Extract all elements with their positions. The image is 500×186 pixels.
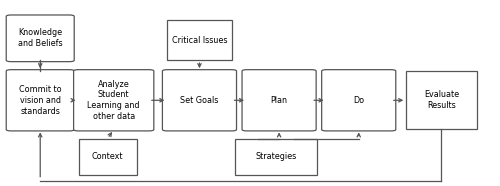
Text: Critical Issues: Critical Issues [172,36,227,45]
FancyBboxPatch shape [242,70,316,131]
FancyBboxPatch shape [168,20,232,60]
FancyBboxPatch shape [74,70,154,131]
FancyBboxPatch shape [406,71,476,129]
FancyBboxPatch shape [322,70,396,131]
Text: Analyze
Student
Learning and
other data: Analyze Student Learning and other data [88,80,140,121]
Text: Plan: Plan [270,96,287,105]
Text: Commit to
vision and
standards: Commit to vision and standards [19,85,61,116]
FancyBboxPatch shape [234,139,318,175]
Text: Context: Context [92,152,124,161]
Text: Evaluate
Results: Evaluate Results [424,90,459,110]
Text: Set Goals: Set Goals [180,96,218,105]
FancyBboxPatch shape [6,15,74,62]
Text: Knowledge
and Beliefs: Knowledge and Beliefs [18,28,62,48]
FancyBboxPatch shape [6,70,74,131]
FancyBboxPatch shape [162,70,236,131]
Text: Strategies: Strategies [256,152,296,161]
Text: Do: Do [353,96,364,105]
FancyBboxPatch shape [78,139,136,175]
